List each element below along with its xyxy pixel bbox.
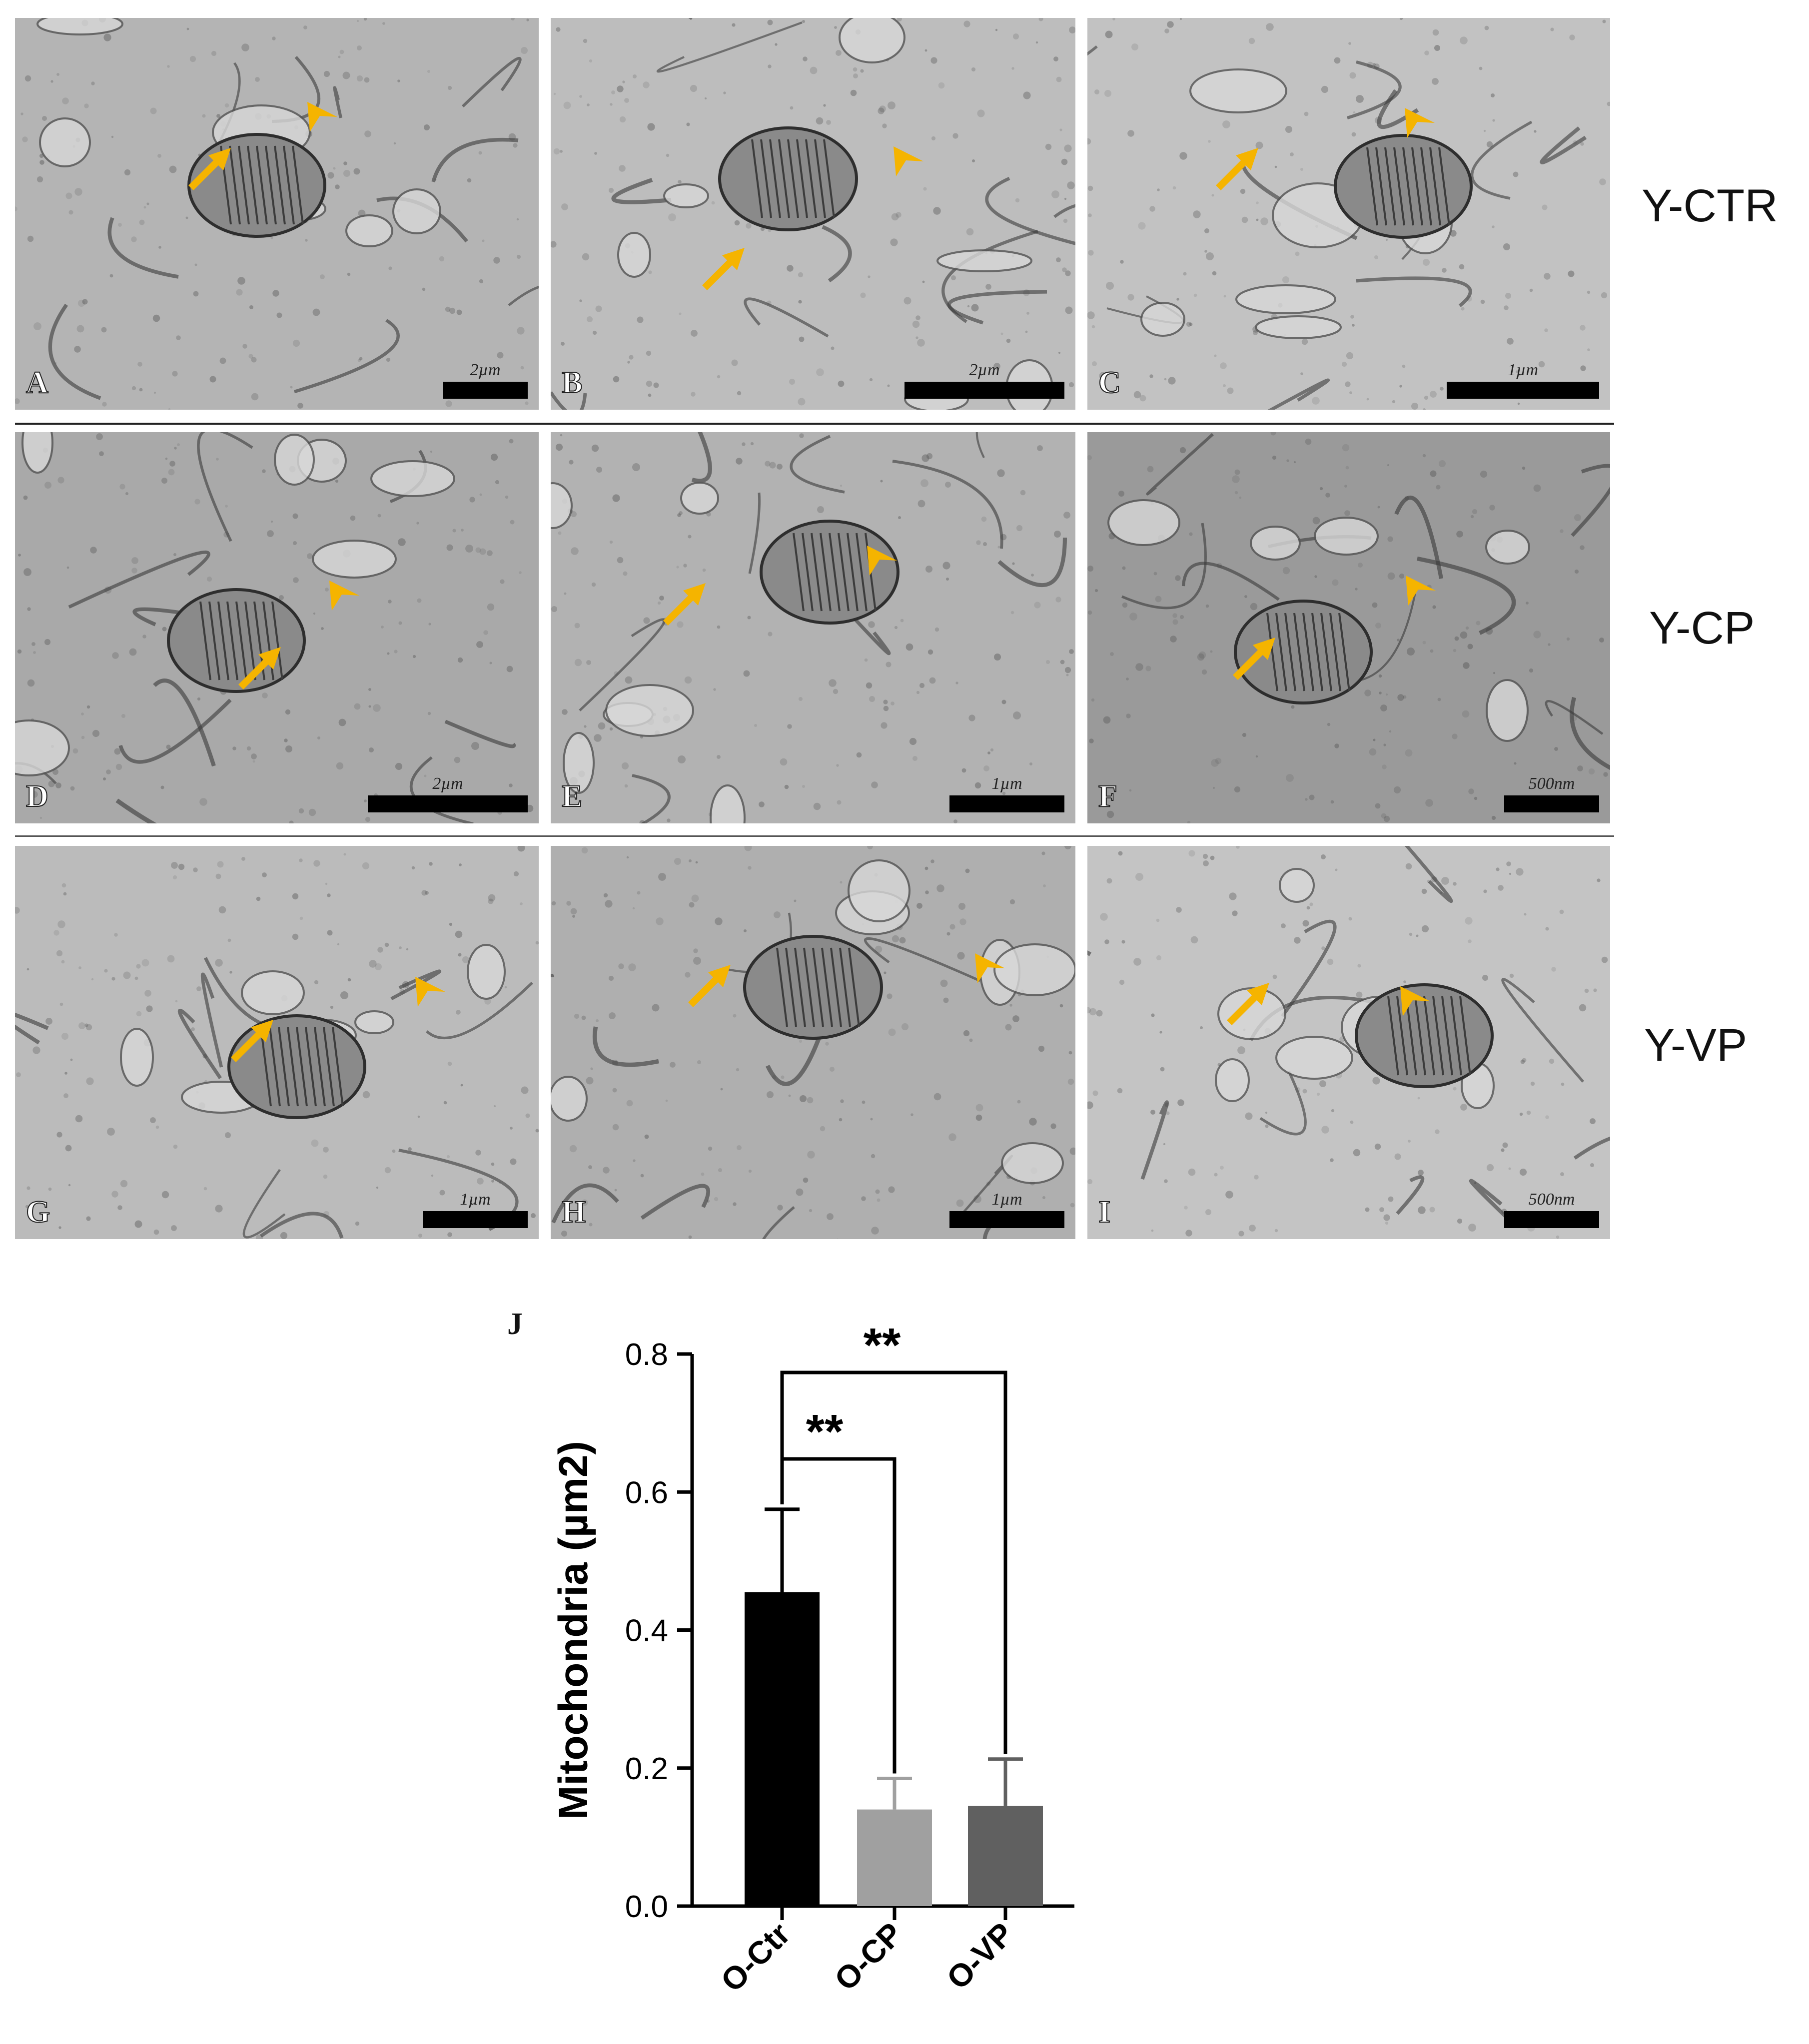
scale-bar-label: 1µm (1507, 361, 1539, 379)
scale-bar-label: 2µm (969, 361, 1000, 379)
micrograph-image (551, 846, 1075, 1239)
scale-bar (904, 382, 1064, 399)
scale-bar-label: 1µm (460, 1190, 491, 1209)
micrograph-image (1087, 432, 1610, 823)
scale-bar-label: 2µm (432, 774, 463, 793)
scale-bar (949, 1211, 1064, 1228)
x-tick-label: O-VP (939, 1916, 1020, 1997)
micrograph-panel-e: E 1µm (551, 432, 1075, 823)
scale-bar (1447, 382, 1599, 399)
micrograph-panel-a: A 2µm (15, 18, 539, 410)
micrograph-image (1087, 18, 1610, 410)
y-tick-label: 0.2 (625, 1752, 668, 1786)
micrograph-image (551, 432, 1074, 823)
scale-bar-label: 1µm (991, 1190, 1022, 1209)
micrograph-panel-b: B 2µm (551, 18, 1075, 410)
micrograph-image (15, 846, 539, 1239)
micrograph-panel-h: H 1µm (551, 846, 1075, 1239)
x-tick-label: O-Ctr (714, 1916, 797, 1999)
micrograph-panel-g: G 1µm (15, 846, 539, 1239)
bar-o-cp (857, 1809, 932, 1906)
scale-bar (368, 795, 528, 812)
panel-letter: G (25, 1195, 50, 1230)
micrograph-image (15, 18, 539, 410)
panel-letter: C (1098, 365, 1121, 400)
y-axis-label: Mitochondria (µm2) (551, 1441, 596, 1820)
bar-o-vp (968, 1806, 1043, 1906)
micrograph-panel-i: I 500nm (1087, 846, 1610, 1239)
micrograph-panel-f: F 500nm (1087, 432, 1610, 823)
scale-bar (1504, 795, 1599, 812)
scale-bar (1504, 1211, 1599, 1228)
y-tick-label: 0.0 (625, 1890, 668, 1924)
y-tick-label: 0.8 (625, 1338, 668, 1372)
micrograph-panel-c: C 1µm (1087, 18, 1610, 410)
y-tick-label: 0.6 (625, 1475, 668, 1510)
panel-letter: D (25, 779, 49, 814)
panel-letter: H (561, 1195, 586, 1230)
panel-letter: E (561, 779, 583, 814)
scale-bar-label: 1µm (991, 774, 1022, 793)
chart-panel-label: J (507, 1307, 523, 1341)
micrograph-panel-d: D 2µm (15, 432, 539, 823)
bar-o-ctr (745, 1592, 820, 1906)
x-tick-label: O-CP (828, 1916, 909, 1998)
significance-label: ** (806, 1405, 844, 1458)
significance-label: ** (864, 1319, 901, 1372)
scale-bar (423, 1211, 528, 1228)
row-divider-2 (15, 835, 1614, 837)
panel-letter: B (561, 365, 583, 400)
scale-bar (949, 795, 1064, 812)
significance-bracket (780, 1370, 1007, 1754)
row-label-y-cp: Y-CP (1649, 603, 1755, 654)
micrograph-image (1087, 846, 1610, 1239)
y-tick-label: 0.4 (625, 1614, 668, 1648)
panel-letter: F (1098, 779, 1118, 814)
scale-bar-label: 2µm (470, 361, 501, 379)
scale-bar-label: 500nm (1528, 1190, 1575, 1209)
scale-bar (443, 382, 528, 399)
row-label-y-ctr: Y-CTR (1642, 180, 1778, 231)
scale-bar-label: 500nm (1528, 774, 1575, 793)
panel-letter: I (1098, 1195, 1111, 1230)
panel-letter: A (25, 365, 49, 400)
row-label-y-vp: Y-VP (1644, 1020, 1748, 1071)
micrograph-image (15, 432, 534, 823)
row-divider-1 (15, 423, 1614, 425)
